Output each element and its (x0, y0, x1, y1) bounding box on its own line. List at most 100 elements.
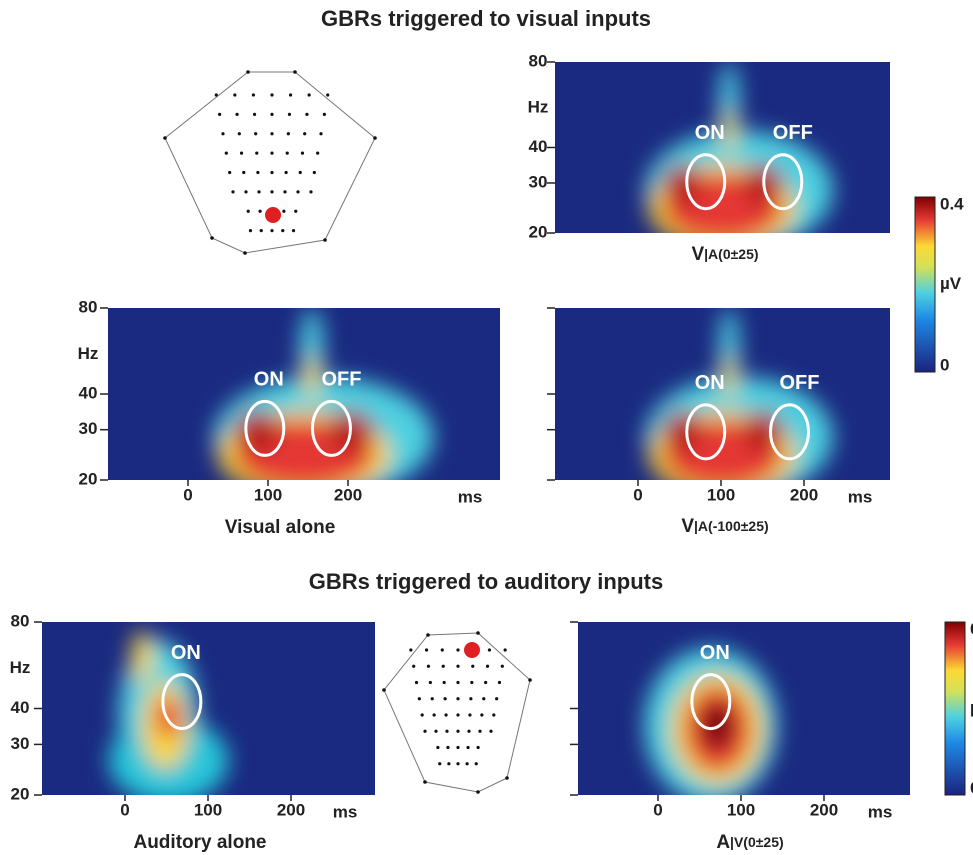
roi-label: ON (700, 642, 730, 664)
electrode (484, 681, 487, 684)
electrode (225, 152, 228, 155)
electrode (373, 136, 377, 140)
caption: Auditory alone (133, 832, 266, 853)
y-tick-label: 20 (11, 784, 30, 803)
electrode (218, 113, 221, 116)
x-tick-label: 100 (727, 800, 755, 819)
electrode (308, 93, 311, 96)
roi-label: ON (171, 642, 201, 664)
electrode (254, 132, 257, 135)
heat-blob (662, 411, 702, 452)
x-unit: ms (868, 802, 893, 821)
electrode (301, 152, 304, 155)
caption-main: V (691, 244, 704, 265)
caption: A|V(0±25) (716, 832, 783, 853)
electrode (287, 132, 290, 135)
heatmap (555, 308, 890, 497)
electrode (456, 762, 459, 765)
roi-label: OFF (773, 122, 813, 144)
head-outline (165, 72, 375, 253)
y-tick-label: 40 (79, 383, 98, 402)
electrode (447, 762, 450, 765)
electrode (255, 152, 258, 155)
electrode (323, 113, 326, 116)
x-tick-label: 100 (194, 800, 222, 819)
heat-blob (132, 631, 152, 683)
electrode (409, 648, 412, 651)
x-tick-label: 200 (790, 485, 818, 504)
electrode (281, 229, 284, 232)
electrode (456, 730, 459, 733)
section-title: GBRs triggered to visual inputs (321, 6, 651, 31)
electrode (296, 190, 299, 193)
colorbar (915, 197, 935, 372)
electrode (210, 236, 214, 240)
electrode (240, 152, 243, 155)
electrode (247, 210, 250, 213)
y-unit: Hz (528, 98, 549, 117)
electrode (456, 713, 459, 716)
electrode (478, 730, 481, 733)
electrode (488, 648, 491, 651)
electrode (252, 93, 255, 96)
electrode (299, 171, 302, 174)
electrode (221, 132, 224, 135)
caption-main: A (716, 832, 730, 853)
electrode (270, 132, 273, 135)
electrode-highlight (265, 207, 281, 223)
electrode (283, 190, 286, 193)
electrode (444, 713, 447, 716)
electrode (270, 93, 273, 96)
roi-label: OFF (321, 369, 361, 391)
caption-main: Visual alone (225, 517, 336, 538)
electrode (257, 190, 260, 193)
electrode (292, 229, 295, 232)
electrode (476, 790, 480, 794)
heatmap (578, 622, 910, 804)
electrode (501, 665, 504, 668)
y-tick-label: 20 (529, 222, 548, 241)
y-tick-label: 30 (529, 172, 548, 191)
roi-label: ON (695, 372, 725, 394)
electrode (498, 681, 501, 684)
electrode (243, 251, 247, 255)
electrode (382, 688, 386, 692)
heat-blob (743, 411, 783, 452)
electrode (441, 648, 444, 651)
electrode (456, 681, 459, 684)
colorbar-max: 0.4 (940, 194, 964, 213)
caption-sub: |V(0±25) (730, 834, 784, 850)
x-tick-label: 0 (633, 485, 642, 504)
caption: V|A(0±25) (691, 244, 758, 265)
electrode (294, 210, 297, 213)
y-tick-label: 80 (79, 297, 98, 316)
x-tick-label: 200 (810, 800, 838, 819)
heat-blob (155, 696, 182, 738)
electrode (477, 746, 480, 749)
head-outline (384, 633, 530, 792)
x-tick-label: 0 (653, 800, 662, 819)
heat-blob (233, 411, 280, 452)
electrode (418, 697, 421, 700)
electrode (505, 776, 509, 780)
electrode (423, 730, 426, 733)
electrode (285, 171, 288, 174)
electrode (444, 697, 447, 700)
y-tick-label: 30 (79, 419, 98, 438)
x-unit: ms (458, 487, 483, 506)
electrode (270, 152, 273, 155)
electrode (469, 697, 472, 700)
electrode (246, 70, 250, 74)
electrode (305, 113, 308, 116)
colorbar-min: 0 (940, 355, 949, 374)
caption-main: V (681, 516, 694, 537)
electrode (456, 746, 459, 749)
electrode (426, 633, 430, 637)
electrode (233, 93, 236, 96)
electrode (429, 681, 432, 684)
electrode (288, 113, 291, 116)
electrode (433, 713, 436, 716)
electrode (445, 730, 448, 733)
electrode (425, 648, 428, 651)
caption-sub: |A(0±25) (704, 246, 758, 262)
